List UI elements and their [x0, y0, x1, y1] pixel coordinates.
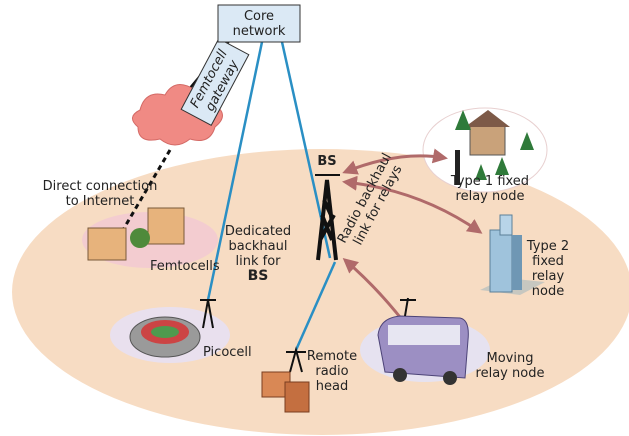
gateway-box: [180, 38, 250, 126]
type1-house: [455, 110, 534, 185]
label-line: relay node: [456, 189, 525, 204]
label-line: Dedicated: [225, 224, 291, 239]
bs-label: BS: [317, 154, 336, 169]
core-label: Core network: [233, 9, 286, 39]
label-line: fixed: [532, 254, 564, 269]
picocell-label: Picocell: [203, 345, 252, 360]
label-line: head: [316, 379, 348, 394]
label-line: relay: [532, 269, 565, 284]
type1-label: Type 1 fixed relay node: [450, 174, 529, 204]
remote-radio-head: [261, 346, 310, 413]
moving-bus: [377, 297, 469, 385]
label-line: link for: [236, 254, 282, 269]
label-line: Remote: [307, 349, 357, 364]
label-line: BS: [248, 268, 269, 284]
femtocells-label: Femtocells: [150, 259, 220, 274]
rrh-link: [294, 261, 337, 351]
femtocell-buildings: [87, 207, 185, 261]
type2-building: [480, 214, 545, 295]
core-box: [217, 4, 301, 43]
label-line: network: [233, 24, 286, 39]
picocell-link: [206, 41, 264, 301]
moving-label: Moving relay node: [476, 351, 545, 381]
label-line: backhaul: [229, 239, 288, 254]
remote-label: Remote radio head: [307, 349, 357, 394]
bs-tower: [315, 174, 340, 261]
label-line: to Internet: [66, 194, 135, 209]
label-line: Direct connection: [43, 179, 158, 194]
label-line: Moving: [487, 351, 534, 366]
label-line: relay node: [476, 366, 545, 381]
label-line: Core: [244, 9, 274, 24]
label-line: node: [532, 284, 564, 299]
arrow-type2: [342, 175, 483, 234]
label-line: radio: [315, 364, 348, 379]
type2-label: Type 2 fixed relay node: [526, 239, 569, 299]
internet-link: [118, 149, 172, 236]
arrow-type1: [342, 148, 448, 175]
label-line: Type 1 fixed: [450, 174, 529, 189]
label-line: Type 2: [526, 239, 569, 254]
picocell-stadium: [129, 299, 216, 358]
direct-label: Direct connection to Internet: [43, 179, 158, 209]
dedicated-label: Dedicated backhaul link for BS: [225, 224, 291, 284]
